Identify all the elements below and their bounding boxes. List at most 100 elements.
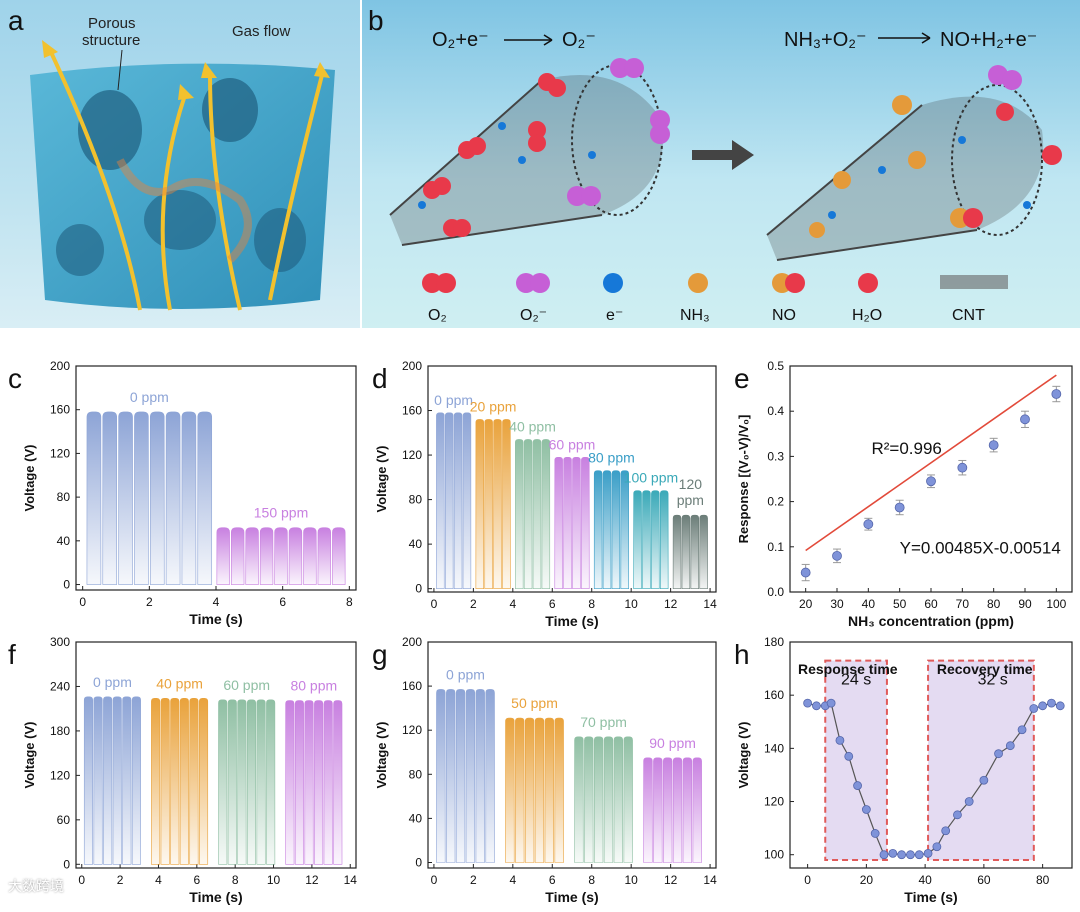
pulse-f-2-3: [246, 699, 256, 865]
y-tick-label: 0: [63, 578, 70, 592]
data-point: [957, 462, 968, 473]
pulse-c-0-0: [86, 411, 102, 585]
orange-gas-cloud: [116, 158, 252, 263]
y-tick-label: 140: [764, 741, 784, 755]
data-point: [953, 810, 962, 820]
pulse-d-1-1: [484, 419, 493, 589]
x-tick-label: 60: [924, 597, 938, 611]
x-tick-label: 12: [305, 873, 319, 887]
chart-f: f 0 2 4 6 8 10 12 14 0 60 120 180 240 300 Time (s) Volta…: [8, 635, 357, 905]
y-tick-label: 0.5: [767, 359, 784, 373]
x-tick-label: 6: [549, 597, 556, 611]
x-axis-label-f: Time (s): [189, 889, 242, 905]
equation-2-rhs: NO+H₂+e⁻: [940, 29, 1037, 51]
x-tick-label: 14: [703, 597, 717, 611]
series-label-d-2: 40 ppm: [509, 418, 556, 434]
pulse-f-2-4: [256, 699, 266, 865]
series-label-g-1: 50 ppm: [511, 695, 558, 711]
pulse-f-2-0: [218, 699, 228, 865]
pulse-c-0-4: [149, 411, 165, 585]
pulse-c-1-3: [259, 527, 274, 585]
pulse-d-5-1: [642, 490, 651, 589]
legend-o2-minus-icon: [516, 273, 536, 293]
chart-e: e 20 30 40 50 60 70 80 90 100 0.0 0.1 0.2 0.3 0.4 0.5 NH…: [734, 359, 1073, 629]
x-tick-label: 6: [549, 873, 556, 887]
series-label-c-0: 0 ppm: [130, 389, 169, 405]
data-point: [832, 550, 842, 561]
equation-2-lhs: NH₃+O₂⁻: [784, 29, 867, 51]
x-tick-label: 60: [977, 873, 991, 887]
pulse-f-0-2: [103, 696, 113, 865]
y-tick-label: 40: [409, 811, 423, 825]
x-tick-label: 4: [509, 597, 516, 611]
plot-frame-g: [427, 641, 717, 869]
x-tick-label: 70: [956, 597, 970, 611]
x-tick-label: 6: [193, 873, 200, 887]
pulse-d-0-3: [462, 412, 472, 589]
legend-no-label: NO: [772, 307, 796, 324]
legend-nh3-label: NH₃: [680, 307, 710, 324]
y-tick-label: 0.3: [767, 449, 784, 463]
pulse-d-2-3: [541, 439, 551, 589]
data-point: [870, 829, 880, 838]
y-tick-label: 80: [409, 493, 423, 507]
pulse-c-1-2: [245, 527, 259, 585]
data-point: [932, 842, 942, 852]
x-tick-label: 80: [987, 597, 1001, 611]
pulse-f-1-1: [160, 698, 170, 865]
y-tick-label: 40: [409, 537, 423, 551]
pulse-d-0-1: [445, 412, 454, 589]
pulse-c-1-0: [216, 527, 230, 585]
data-point: [906, 850, 915, 860]
pulse-f-2-5: [266, 699, 276, 865]
flow-arrow-4: [268, 74, 324, 301]
pulse-g-0-1: [446, 689, 456, 863]
pulse-d-4-0: [593, 470, 603, 589]
x-axis-label-h: Time (s): [904, 889, 957, 905]
y-tick-label: 160: [402, 679, 422, 693]
pulse-g-1-5: [554, 717, 564, 863]
pulse-g-3-2: [663, 757, 673, 863]
plot-frame-f: [75, 641, 357, 869]
plot-frame-d: [427, 365, 717, 593]
data-point: [1017, 725, 1027, 735]
cnt-mouth-after: [951, 84, 1043, 236]
pulse-d-1-3: [502, 419, 511, 589]
y-tick-label: 120: [402, 448, 422, 462]
panel-label-b: b: [368, 5, 384, 36]
data-point: [844, 751, 854, 761]
data-point: [979, 775, 989, 785]
plot-frame-h: [789, 641, 1073, 869]
x-tick-label: 12: [664, 597, 678, 611]
equation-1-lhs: O₂+e⁻: [432, 29, 489, 51]
pulse-g-3-0: [643, 757, 653, 863]
pulse-d-0-0: [436, 412, 445, 589]
x-tick-label: 2: [117, 873, 124, 887]
pulse-g-2-5: [623, 736, 633, 863]
pulse-g-1-0: [505, 717, 515, 863]
pulse-d-6-2: [690, 514, 699, 589]
panel-label-d: d: [372, 363, 388, 394]
x-tick-label: 50: [893, 597, 907, 611]
y-tick-label: 0: [415, 855, 422, 869]
series-label-d-1: 20 ppm: [470, 398, 517, 414]
data-point: [894, 502, 905, 513]
pulse-d-2-0: [515, 439, 524, 589]
series-label-f-1: 40 ppm: [156, 675, 203, 691]
pulse-g-3-3: [672, 757, 683, 863]
pulse-c-1-7: [317, 527, 331, 585]
x-tick-label: 14: [703, 873, 717, 887]
response-window: [824, 659, 888, 862]
o2-molecules-before: [423, 73, 566, 237]
legend-o2-minus-label: O₂⁻: [520, 307, 547, 324]
pulse-f-2-2: [237, 699, 247, 865]
x-tick-label: 2: [146, 595, 153, 609]
pulse-f-3-4: [323, 700, 333, 865]
fit-line: [805, 374, 1057, 552]
pore-4: [254, 208, 306, 272]
pulse-f-0-5: [131, 696, 141, 865]
y-tick-label: 0: [415, 582, 422, 596]
panel-a-porous-structure: a Porous structure Gas flow: [0, 0, 360, 328]
y-tick-label: 120: [50, 446, 70, 460]
pulse-g-0-5: [485, 689, 495, 863]
